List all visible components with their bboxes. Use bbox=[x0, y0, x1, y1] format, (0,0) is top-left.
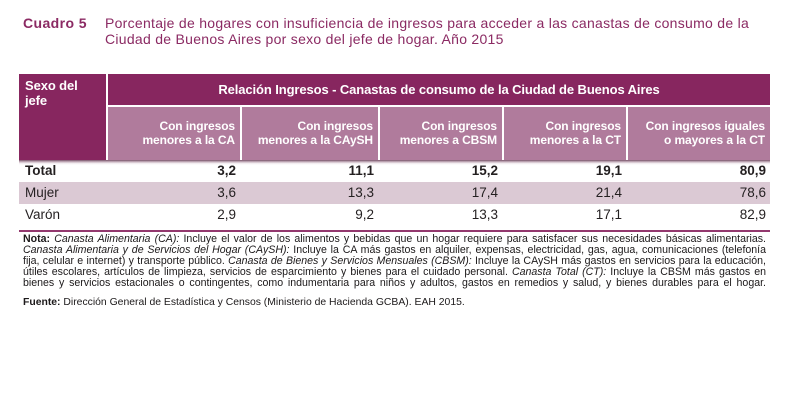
cell-mujer-ct: 21,4 bbox=[595, 185, 622, 200]
cell-varon-caysh: 9,2 bbox=[355, 207, 374, 222]
cell-mujer-ct-mayor: 78,6 bbox=[739, 185, 766, 200]
header-column-group: Relación Ingresos - Canastas de consumo … bbox=[108, 74, 770, 105]
header-row-dimension: Sexo del jefe bbox=[19, 74, 106, 160]
table-title-text: Porcentaje de hogares con insuficiencia … bbox=[105, 15, 750, 48]
cell-total-ct: 19,1 bbox=[595, 163, 622, 178]
column-header-caysh: Con ingresos menores a la CAySH bbox=[242, 107, 378, 160]
cell-mujer-ca: 3,6 bbox=[217, 185, 236, 200]
cell-total-caysh: 11,1 bbox=[348, 163, 374, 178]
source-text: Dirección General de Estadística y Censo… bbox=[63, 297, 465, 308]
note-line: útiles escolares, artículos de limpieza,… bbox=[23, 265, 766, 278]
cell-mujer-caysh: 13,3 bbox=[347, 185, 374, 200]
note-line: Canasta Alimentaria y de Servicios del H… bbox=[23, 243, 767, 256]
header-column-group-label: Relación Ingresos - Canastas de consumo … bbox=[218, 82, 660, 97]
note-line: bienes y servicios estacionales o contin… bbox=[23, 276, 766, 289]
table-number-label: Cuadro 5 bbox=[23, 15, 87, 31]
cell-mujer-cbsm: 17,4 bbox=[471, 185, 498, 200]
column-header-cbsm: Con ingresos menores a CBSM bbox=[380, 107, 502, 160]
cell-varon-ca: 2,9 bbox=[217, 207, 236, 222]
table-row-total: Total 3,2 11,1 15,2 19,1 80,9 bbox=[19, 160, 770, 182]
column-header-ct-mayor-label: Con ingresos iguales o mayores a la CT bbox=[645, 119, 765, 147]
note-block: Nota: Canasta Alimentaria (CA): Incluye … bbox=[23, 234, 766, 289]
table-caption: Cuadro 5 Porcentaje de hogares con insuf… bbox=[23, 15, 768, 47]
row-label-mujer: Mujer bbox=[25, 185, 59, 200]
note-line: Nota: Canasta Alimentaria (CA): Incluye … bbox=[23, 233, 766, 245]
table-bottom-rule bbox=[19, 230, 770, 232]
column-header-ct-mayor: Con ingresos iguales o mayores a la CT bbox=[628, 107, 770, 160]
cell-varon-ct: 17,1 bbox=[595, 207, 622, 222]
header-drop-shadow bbox=[19, 159, 770, 165]
table-row-mujer: Mujer 3,6 13,3 17,4 21,4 78,6 bbox=[19, 182, 770, 204]
cell-total-ct-mayor: 80,9 bbox=[739, 163, 766, 178]
column-header-ca-label: Con ingresos menores a la CA bbox=[142, 119, 235, 147]
column-header-caysh-label: Con ingresos menores a la CAySH bbox=[257, 119, 373, 147]
data-table: Sexo del jefe Relación Ingresos - Canast… bbox=[19, 74, 770, 234]
note-line: fija, celular e internet) y transporte p… bbox=[23, 254, 767, 267]
column-header-cbsm-label: Con ingresos menores a CBSM bbox=[399, 119, 497, 147]
row-label-total: Total bbox=[25, 163, 57, 178]
column-header-ct-label: Con ingresos menores a la CT bbox=[529, 119, 621, 147]
column-header-ca: Con ingresos menores a la CA bbox=[108, 107, 240, 160]
source-label: Fuente: bbox=[23, 297, 64, 308]
cell-varon-cbsm: 13,3 bbox=[471, 207, 498, 222]
cell-total-ca: 3,2 bbox=[217, 163, 236, 178]
table-row-varon: Varón 2,9 9,2 13,3 17,1 82,9 bbox=[19, 204, 770, 226]
cell-varon-ct-mayor: 82,9 bbox=[739, 207, 766, 222]
column-header-ct: Con ingresos menores a la CT bbox=[504, 107, 626, 160]
cell-total-cbsm: 15,2 bbox=[471, 163, 498, 178]
row-label-varon: Varón bbox=[25, 207, 61, 222]
source-line: Fuente: Dirección General de Estadística… bbox=[23, 297, 465, 308]
